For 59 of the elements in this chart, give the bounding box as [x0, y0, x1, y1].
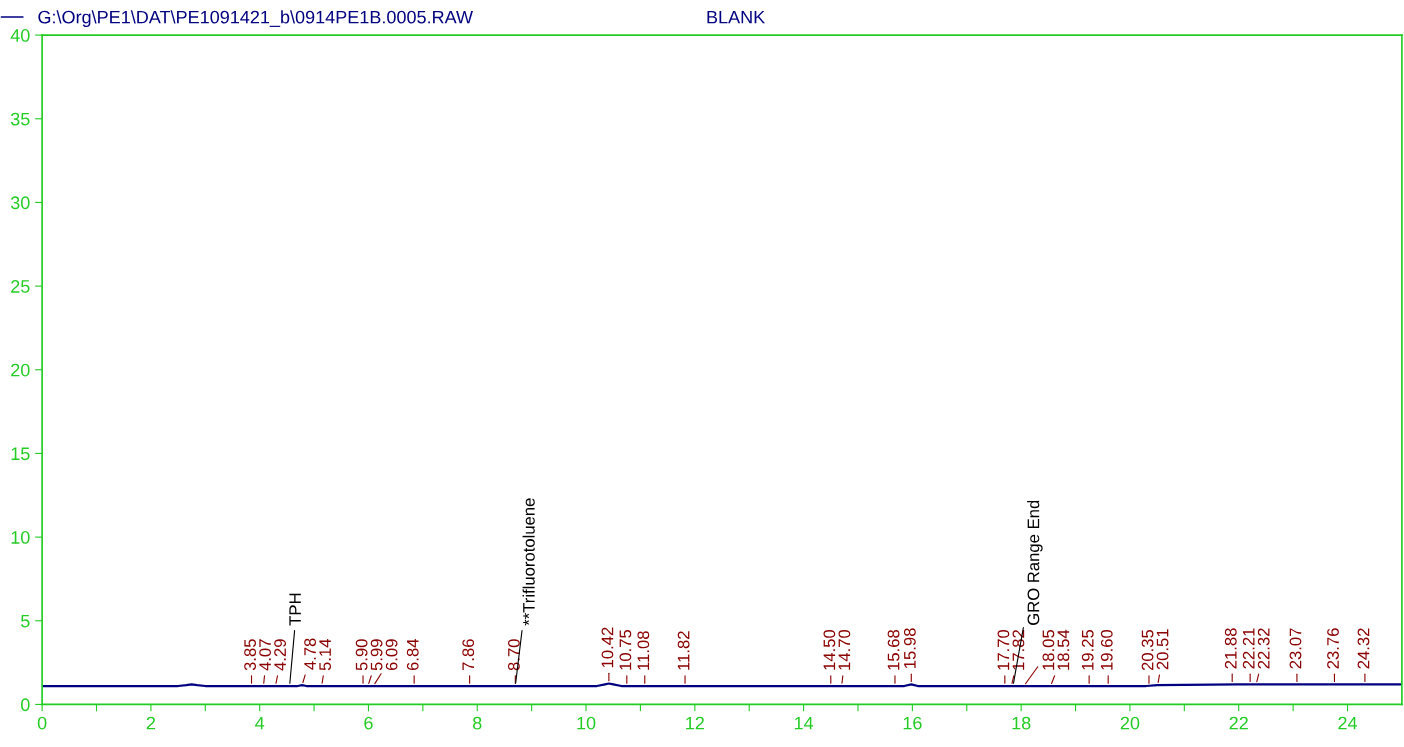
x-tick-label: 2 [146, 716, 156, 730]
x-tick-label: 4 [255, 716, 265, 730]
annotation: 4.07 [259, 639, 271, 671]
annotation: 5.14 [319, 639, 331, 671]
legend-label: G:\Org\PE1\DAT\PE1091421_b\0914PE1B.0005.RAW [38, 10, 473, 28]
annotation: 14.70 [838, 629, 851, 670]
annotation: 17.70 [997, 629, 1010, 670]
x-tick-label: 10 [577, 716, 596, 730]
annotation: 19.60 [1100, 629, 1113, 670]
annotation: 6.09 [385, 639, 398, 671]
annotation: 22.32 [1257, 628, 1270, 669]
y-tick-label: 0 [20, 698, 30, 712]
annotation: 4.78 [304, 638, 316, 670]
x-tick-label: 0 [37, 716, 47, 730]
y-tick-label: 15 [11, 447, 30, 461]
x-tick-label: 8 [473, 716, 482, 730]
x-tick-label: 12 [686, 716, 704, 730]
x-tick-label: 14 [794, 716, 814, 730]
annotation: 23.76 [1327, 628, 1339, 669]
annotation: 4.29 [274, 639, 286, 671]
y-tick-label: 20 [11, 363, 30, 377]
y-tick-label: 40 [10, 29, 30, 42]
annotation: 17.82 [1012, 630, 1025, 670]
annotation: 11.82 [677, 631, 690, 670]
annotation: 10.75 [619, 629, 632, 670]
annotation: 5.90 [355, 639, 368, 671]
y-tick-label: 30 [10, 196, 30, 210]
annotation: 15.98 [903, 628, 916, 669]
annotation: GRO Range End [1027, 500, 1043, 625]
x-tick-label: 24 [1338, 716, 1358, 730]
y-tick-label: 5 [21, 614, 30, 628]
y-tick-label: 10 [11, 531, 30, 544]
annotation: 24.32 [1357, 628, 1370, 669]
annotation: 19.25 [1081, 629, 1094, 670]
annotation: 23.07 [1289, 628, 1302, 669]
annotation: 11.08 [637, 631, 650, 670]
annotation: **Trifluorotoluene [522, 498, 535, 626]
annotation: 21.88 [1224, 628, 1237, 669]
y-tick-label: 35 [10, 112, 30, 126]
annotation: 10.42 [601, 627, 614, 668]
annotation: 18.54 [1057, 629, 1070, 670]
annotation: 5.99 [370, 639, 383, 671]
annotation: 14.50 [823, 629, 836, 670]
annotation: 3.85 [244, 639, 256, 671]
annotation: 18.05 [1042, 629, 1055, 670]
annotation: 7.86 [462, 639, 475, 671]
annotation: 15.68 [887, 629, 900, 670]
x-tick-label: 6 [364, 716, 373, 730]
annotation: TPH [289, 593, 301, 626]
annotation: 6.84 [406, 639, 419, 671]
annotation: 22.21 [1242, 628, 1255, 669]
annotation: 20.35 [1141, 629, 1154, 671]
y-tick-label: 25 [11, 280, 30, 293]
x-tick-label: 16 [903, 716, 922, 730]
annotation: 20.51 [1156, 629, 1169, 670]
x-tick-label: 20 [1120, 716, 1140, 730]
chart-title: BLANK [707, 10, 766, 24]
x-tick-label: 22 [1229, 716, 1248, 730]
x-tick-label: 18 [1012, 716, 1031, 730]
